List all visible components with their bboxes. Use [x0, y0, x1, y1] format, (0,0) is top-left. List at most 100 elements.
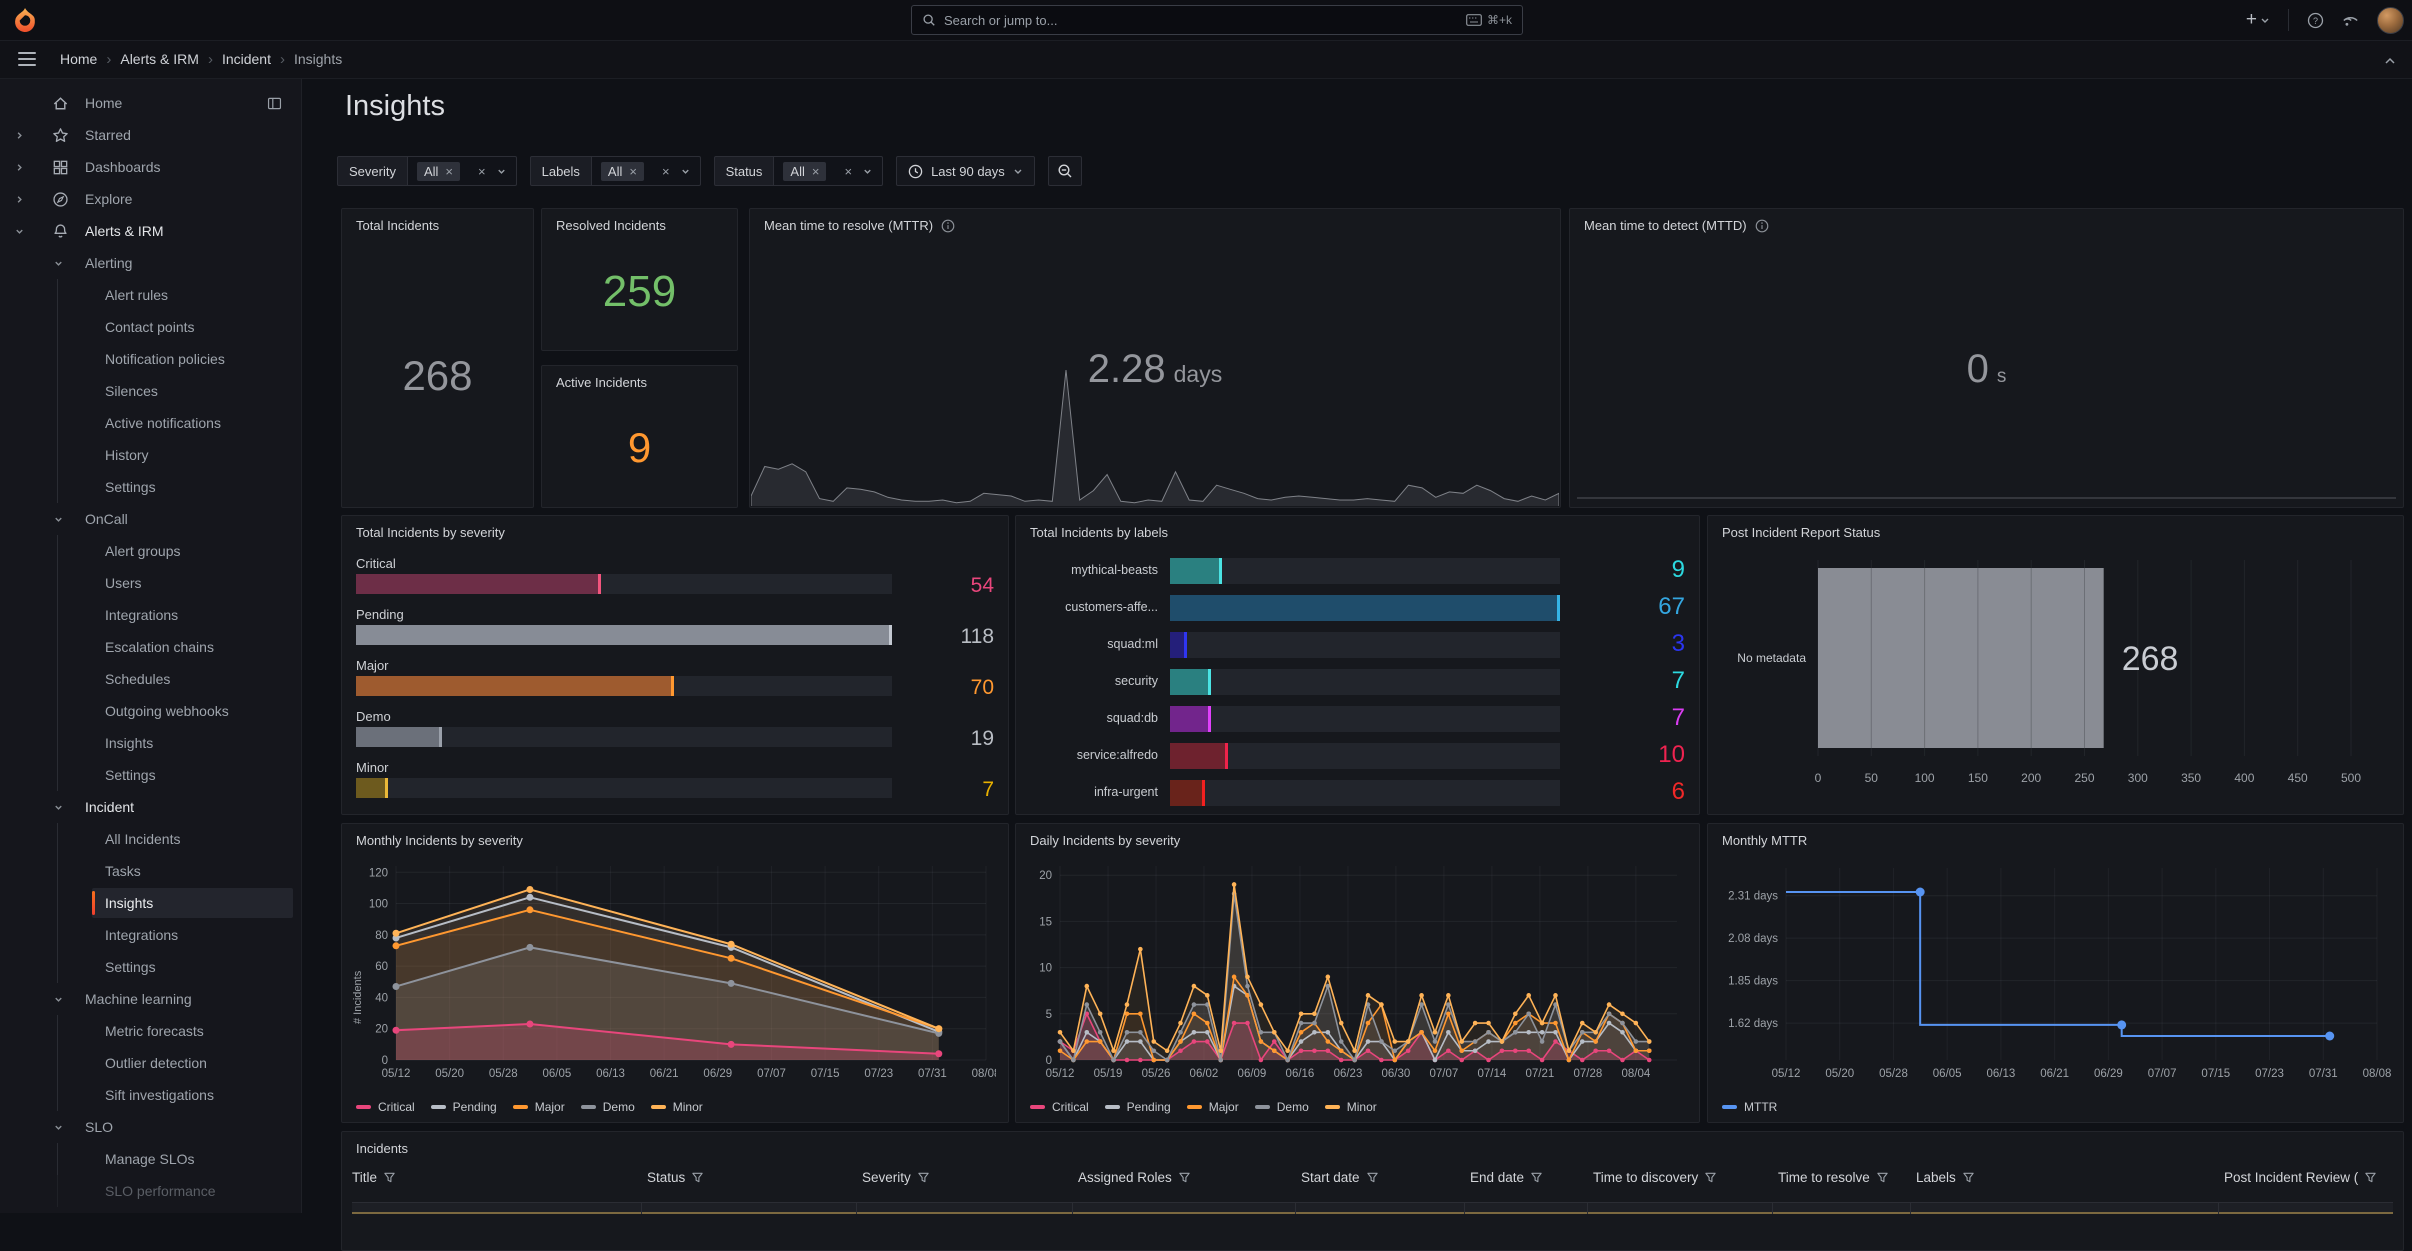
legend-item-critical[interactable]: Critical	[1030, 1100, 1089, 1114]
sidebar-item-insights[interactable]: Insights	[0, 727, 301, 759]
filter-funnel-icon[interactable]	[1530, 1171, 1543, 1184]
filter-dropdown-caret[interactable]	[680, 166, 691, 177]
sidebar-item-sift-investigations[interactable]: Sift investigations	[0, 1079, 301, 1111]
column-header-status[interactable]: Status	[647, 1170, 704, 1185]
expand-chevron[interactable]	[53, 514, 64, 525]
expand-chevron[interactable]	[14, 130, 25, 141]
sidebar-item-settings[interactable]: Settings	[0, 759, 301, 791]
sidebar-item-contact-points[interactable]: Contact points	[0, 311, 301, 343]
column-header-labels[interactable]: Labels	[1916, 1170, 1975, 1185]
sidebar-item-manage-slos[interactable]: Manage SLOs	[0, 1143, 301, 1175]
sidebar-item-users[interactable]: Users	[0, 567, 301, 599]
chevron-up-icon[interactable]	[2384, 52, 2396, 70]
sidebar-item-notification-policies[interactable]: Notification policies	[0, 343, 301, 375]
breadcrumb-item-alerts-irm[interactable]: Alerts & IRM	[120, 51, 199, 67]
sidebar-item-slo[interactable]: SLO	[0, 1111, 301, 1143]
filter-funnel-icon[interactable]	[1962, 1171, 1975, 1184]
sidebar-item-schedules[interactable]: Schedules	[0, 663, 301, 695]
sidebar-item-alerts-irm[interactable]: Alerts & IRM	[0, 215, 301, 247]
sidebar-item-escalation-chains[interactable]: Escalation chains	[0, 631, 301, 663]
column-header-post-incident-review[interactable]: Post Incident Review (	[2224, 1170, 2377, 1185]
sidebar-item-dashboards[interactable]: Dashboards	[0, 151, 301, 183]
sidebar-item-outlier-detection[interactable]: Outlier detection	[0, 1047, 301, 1079]
column-header-time-to-discovery[interactable]: Time to discovery	[1593, 1170, 1717, 1185]
legend-item-major[interactable]: Major	[1186, 1100, 1239, 1114]
chip-remove-icon[interactable]: ×	[445, 163, 454, 179]
chip-remove-icon[interactable]: ×	[811, 163, 820, 179]
expand-chevron[interactable]	[14, 226, 25, 237]
filter-funnel-icon[interactable]	[2364, 1171, 2377, 1184]
sidebar-item-settings[interactable]: Settings	[0, 951, 301, 983]
filter-clear-icon[interactable]: ×	[844, 163, 853, 179]
breadcrumb-item-home[interactable]: Home	[60, 51, 98, 67]
sidebar-item-explore[interactable]: Explore	[0, 183, 301, 215]
time-zoom-out-button[interactable]	[1047, 156, 1082, 186]
filter-funnel-icon[interactable]	[1876, 1171, 1889, 1184]
expand-chevron[interactable]	[14, 162, 25, 173]
filter-value-box[interactable]: All × ×	[407, 156, 517, 186]
legend-item-minor[interactable]: Minor	[1324, 1100, 1377, 1114]
expand-chevron[interactable]	[53, 802, 64, 813]
legend-item-pending[interactable]: Pending	[430, 1100, 497, 1114]
sidebar-item-outgoing-webhooks[interactable]: Outgoing webhooks	[0, 695, 301, 727]
sidebar-item-all-incidents[interactable]: All Incidents	[0, 823, 301, 855]
sidebar-item-machine-learning[interactable]: Machine learning	[0, 983, 301, 1015]
filter-chip[interactable]: All ×	[416, 161, 461, 181]
column-header-assigned-roles[interactable]: Assigned Roles	[1078, 1170, 1191, 1185]
sidebar-item-slo-performance[interactable]: SLO performance	[0, 1175, 301, 1207]
filter-funnel-icon[interactable]	[1704, 1171, 1717, 1184]
chip-remove-icon[interactable]: ×	[629, 163, 637, 179]
filter-value-box[interactable]: All × ×	[591, 156, 701, 186]
filter-chip[interactable]: All ×	[783, 161, 827, 181]
sidebar-item-settings[interactable]: Settings	[0, 471, 301, 503]
filter-clear-icon[interactable]: ×	[478, 163, 486, 179]
menu-toggle-button[interactable]	[18, 52, 36, 66]
breadcrumb-item-incident[interactable]: Incident	[221, 51, 271, 67]
sidebar-item-integrations[interactable]: Integrations	[0, 919, 301, 951]
info-icon[interactable]	[941, 219, 955, 233]
time-range-picker[interactable]: Last 90 days	[896, 156, 1035, 186]
sidebar-item-active-notifications[interactable]: Active notifications	[0, 407, 301, 439]
add-new-button[interactable]: +	[2246, 9, 2270, 31]
legend-item-pending[interactable]: Pending	[1104, 1100, 1171, 1114]
sidebar-item-incident[interactable]: Incident	[0, 791, 301, 823]
filter-funnel-icon[interactable]	[917, 1171, 930, 1184]
sidebar-item-oncall[interactable]: OnCall	[0, 503, 301, 535]
sidebar-item-integrations[interactable]: Integrations	[0, 599, 301, 631]
filter-funnel-icon[interactable]	[1366, 1171, 1379, 1184]
column-header-severity[interactable]: Severity	[862, 1170, 930, 1185]
sidebar-item-alert-groups[interactable]: Alert groups	[0, 535, 301, 567]
table-row[interactable]	[352, 1203, 2393, 1214]
sidebar-item-starred[interactable]: Starred	[0, 119, 301, 151]
filter-dropdown-caret[interactable]	[862, 166, 873, 177]
expand-chevron[interactable]	[14, 194, 25, 205]
expand-chevron[interactable]	[53, 994, 64, 1005]
news-feed-button[interactable]	[2342, 12, 2359, 29]
legend-item-mttr[interactable]: MTTR	[1722, 1100, 1777, 1114]
column-header-start-date[interactable]: Start date	[1301, 1170, 1379, 1185]
user-avatar[interactable]	[2377, 6, 2404, 34]
filter-clear-icon[interactable]: ×	[661, 163, 670, 179]
sidebar-item-insights[interactable]: Insights	[0, 887, 301, 919]
filter-value-box[interactable]: All × ×	[774, 156, 884, 186]
search-input[interactable]: Search or jump to... ⌘+k	[911, 5, 1523, 35]
column-header-title[interactable]: Title	[352, 1170, 396, 1185]
legend-item-demo[interactable]: Demo	[580, 1100, 635, 1114]
grafana-logo-icon[interactable]	[12, 7, 38, 33]
sidebar-item-home[interactable]: Home	[0, 87, 301, 119]
sidebar-item-history[interactable]: History	[0, 439, 301, 471]
column-header-time-to-resolve[interactable]: Time to resolve	[1778, 1170, 1889, 1185]
sidebar-item-silences[interactable]: Silences	[0, 375, 301, 407]
info-icon[interactable]	[1755, 219, 1769, 233]
sidebar-item-tasks[interactable]: Tasks	[0, 855, 301, 887]
column-header-end-date[interactable]: End date	[1470, 1170, 1543, 1185]
filter-dropdown-caret[interactable]	[496, 166, 507, 177]
expand-chevron[interactable]	[53, 258, 64, 269]
sidebar-item-alerting[interactable]: Alerting	[0, 247, 301, 279]
legend-item-major[interactable]: Major	[512, 1100, 565, 1114]
help-button[interactable]: ?	[2307, 12, 2324, 29]
filter-chip[interactable]: All ×	[600, 161, 644, 181]
filter-funnel-icon[interactable]	[1178, 1171, 1191, 1184]
expand-chevron[interactable]	[53, 1122, 64, 1133]
legend-item-critical[interactable]: Critical	[356, 1100, 415, 1114]
